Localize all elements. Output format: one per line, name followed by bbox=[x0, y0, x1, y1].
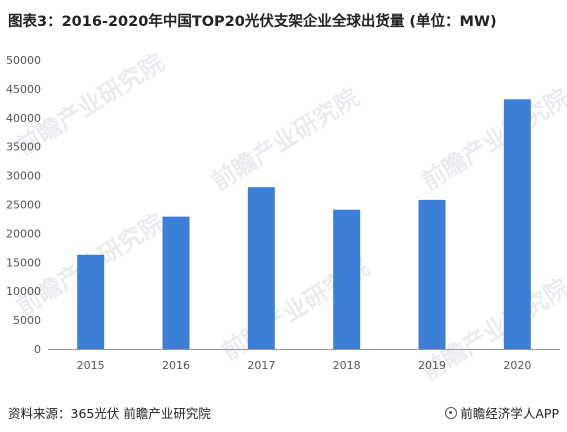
chart-title: 图表3：2016-2020年中国TOP20光伏支架企业全球出货量 (单位：MW) bbox=[8, 14, 497, 30]
brand: 前瞻经济学人APP bbox=[445, 403, 559, 422]
x-tick-label: 2016 bbox=[162, 359, 190, 372]
brand-logo-icon bbox=[445, 406, 458, 419]
bar-2017 bbox=[247, 187, 275, 349]
y-axis: 0 5000 10000 15000 20000 25000 30000 35000 40000… bbox=[6, 54, 41, 356]
source-note: 资料来源：365光伏 前瞻产业研究院 bbox=[8, 406, 211, 421]
bar-2019 bbox=[418, 199, 446, 349]
bar-2016 bbox=[162, 216, 190, 349]
y-tick-label: 5000 bbox=[13, 314, 41, 327]
bar-series bbox=[77, 99, 531, 349]
x-tick-label: 2018 bbox=[333, 359, 361, 372]
y-tick-label: 35000 bbox=[6, 141, 41, 154]
footer: 资料来源：365光伏 前瞻产业研究院 前瞻经济学人APP bbox=[0, 400, 567, 432]
y-tick-label: 30000 bbox=[6, 170, 41, 183]
y-tick-label: 20000 bbox=[6, 227, 41, 240]
y-tick-label: 0 bbox=[34, 343, 41, 356]
y-tick-label: 50000 bbox=[6, 54, 41, 67]
x-tick-label: 2020 bbox=[503, 359, 531, 372]
bar-2015 bbox=[77, 254, 105, 349]
x-tick-label: 2017 bbox=[247, 359, 275, 372]
y-tick-label: 15000 bbox=[6, 256, 41, 269]
y-tick-label: 10000 bbox=[6, 285, 41, 298]
y-tick-label: 40000 bbox=[6, 112, 41, 125]
bar-2018 bbox=[333, 209, 361, 349]
bar-2020 bbox=[503, 99, 531, 349]
y-tick-label: 25000 bbox=[6, 199, 41, 212]
x-tick-label: 2015 bbox=[77, 359, 105, 372]
y-tick-label: 45000 bbox=[6, 83, 41, 96]
x-axis-labels: 2015 2016 2017 2018 2019 2020 bbox=[77, 359, 532, 372]
brand-label: 前瞻经济学人APP bbox=[460, 406, 559, 421]
x-tick-label: 2019 bbox=[418, 359, 446, 372]
